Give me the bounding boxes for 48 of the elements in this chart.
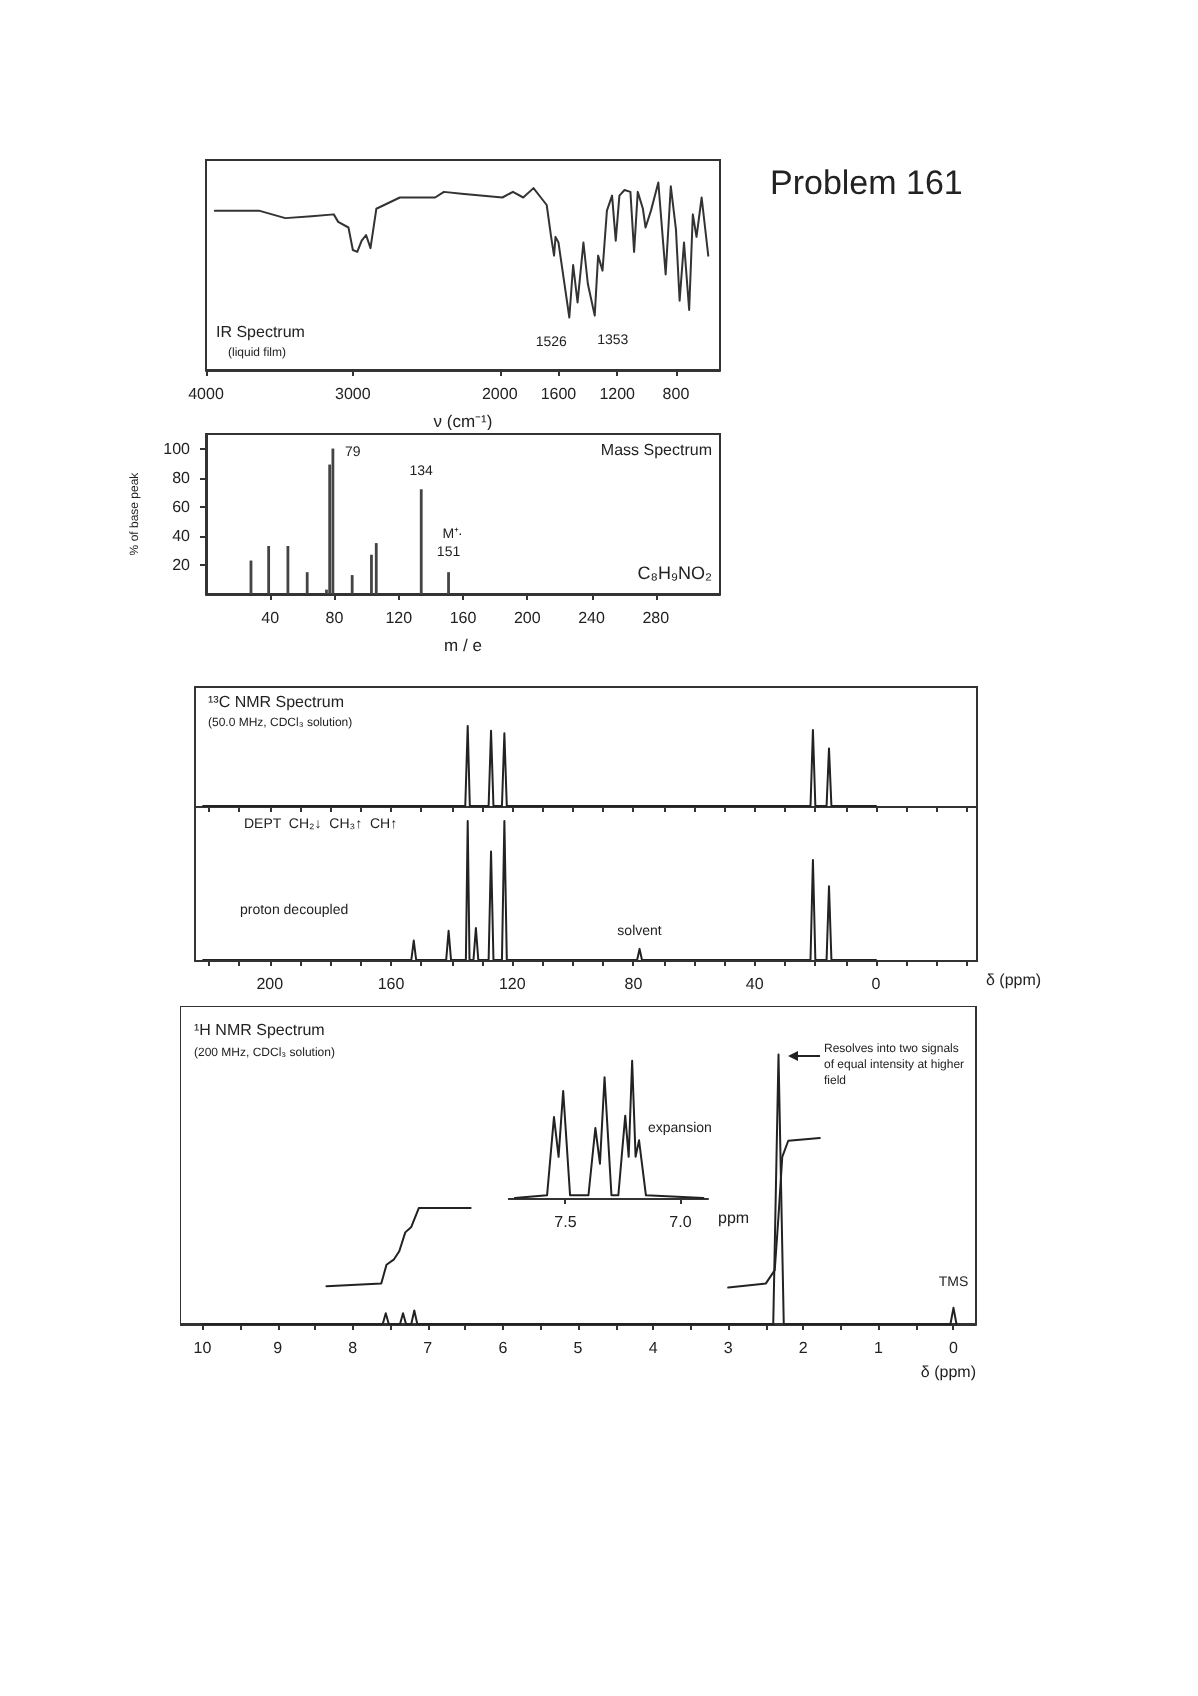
x-tick-label: 240 xyxy=(578,609,606,627)
chart-title: ¹³C NMR Spectrum xyxy=(208,693,345,711)
x-tick-label: 4 xyxy=(648,1339,659,1357)
x-tick-label: 7 xyxy=(423,1339,434,1357)
x-tick-label: 120 xyxy=(498,975,527,993)
y-tick-label: 100 xyxy=(163,439,192,458)
chart-title: Mass Spectrum xyxy=(600,441,713,459)
x-tick-label: 5 xyxy=(573,1339,584,1357)
x-tick-label: 3 xyxy=(723,1339,734,1357)
x-tick-label: 1200 xyxy=(599,385,637,403)
x-tick-label: 10 xyxy=(193,1339,213,1357)
x-tick-label: 7.0 xyxy=(669,1213,693,1231)
x-tick-label: 8 xyxy=(348,1339,359,1357)
x-tick-label: 2000 xyxy=(481,385,519,403)
x-tick-label: 7.5 xyxy=(554,1213,578,1231)
x-tick-label: 80 xyxy=(325,609,345,627)
text: IR Spectrum xyxy=(216,323,306,341)
x-axis-title: ppm xyxy=(718,1209,750,1227)
x-tick-label: 6 xyxy=(498,1339,509,1357)
y-tick-label: 60 xyxy=(172,497,192,516)
x-tick-label: 160 xyxy=(377,975,406,993)
x-axis-title: δ (ppm) xyxy=(986,971,1042,989)
x-tick-label: 1600 xyxy=(540,385,578,403)
x-tick-label: 0 xyxy=(949,1339,960,1357)
x-tick-label: 200 xyxy=(256,975,285,993)
x-tick-label: 40 xyxy=(261,609,281,627)
text: Problem 161 xyxy=(770,164,963,204)
x-tick-label: 3000 xyxy=(335,385,372,403)
x-tick-label: 9 xyxy=(273,1339,284,1357)
y-tick-label: 80 xyxy=(172,468,192,487)
x-tick-label: 2 xyxy=(798,1339,809,1357)
annotation: C₈H₉NO₂ xyxy=(637,563,714,583)
x-tick-label: 0 xyxy=(871,975,882,993)
x-tick-label: 200 xyxy=(513,609,542,627)
x-tick-label: 160 xyxy=(449,609,478,627)
x-tick-label: 4000 xyxy=(188,385,225,403)
y-tick-label: 40 xyxy=(172,526,192,545)
x-axis-title: m / e xyxy=(444,634,483,655)
x-axis-title: δ (ppm) xyxy=(920,1363,977,1381)
x-tick-label: 40 xyxy=(745,975,765,993)
y-tick-label: 20 xyxy=(172,555,192,574)
x-tick-label: 1 xyxy=(873,1339,884,1357)
x-tick-label: 800 xyxy=(662,385,691,403)
x-axis-title: ν (cm⁻¹) xyxy=(433,410,493,431)
chart-title: ¹H NMR Spectrum xyxy=(194,1021,326,1039)
x-tick-label: 80 xyxy=(624,975,644,993)
x-tick-label: 280 xyxy=(642,609,671,627)
x-tick-label: 120 xyxy=(385,609,414,627)
